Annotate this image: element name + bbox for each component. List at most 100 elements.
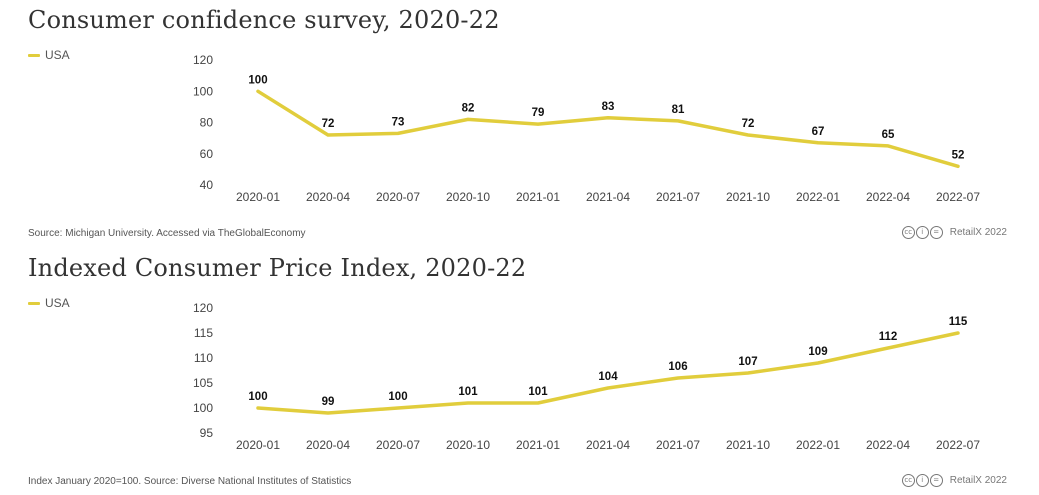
data-point	[256, 89, 260, 93]
chart-legend: USA	[28, 48, 70, 62]
chart-source: Source: Michigan University. Accessed vi…	[28, 228, 306, 239]
legend-swatch	[28, 53, 40, 57]
y-tick-label: 95	[200, 426, 214, 440]
credit-text: RetailX 2022	[949, 227, 1007, 238]
data-label: 52	[952, 149, 965, 161]
data-label: 101	[458, 386, 478, 398]
data-point	[326, 133, 330, 137]
x-tick-label: 2021-10	[726, 438, 770, 452]
cc-icon: cc	[901, 474, 915, 487]
data-point	[886, 346, 890, 350]
x-tick-label: 2021-07	[656, 190, 700, 204]
data-point	[816, 141, 820, 145]
license-icons: cc i =	[901, 474, 944, 487]
data-point	[606, 116, 610, 120]
x-tick-label: 2022-04	[866, 190, 910, 204]
data-label: 104	[598, 371, 618, 383]
data-label: 100	[248, 74, 267, 86]
y-tick-label: 100	[193, 401, 213, 415]
line-chart: 95 100 105 110 115 120 2020-01 2020-04 2020-07 20…	[193, 301, 980, 452]
data-label: 67	[812, 126, 825, 138]
x-tick-label: 2021-07	[656, 438, 700, 452]
nd-icon: =	[929, 474, 943, 487]
x-tick-label: 2021-01	[516, 438, 560, 452]
data-point	[466, 401, 470, 405]
data-label: 65	[882, 129, 895, 141]
x-tick-label: 2021-01	[516, 190, 560, 204]
data-point	[956, 164, 960, 168]
x-tick-label: 2020-01	[236, 438, 280, 452]
legend-label: USA	[45, 296, 70, 310]
y-tick-label: 80	[200, 116, 214, 130]
data-point	[396, 131, 400, 135]
by-icon: i	[915, 474, 929, 487]
data-label: 81	[672, 104, 685, 116]
x-tick-label: 2021-10	[726, 190, 770, 204]
x-tick-label: 2022-07	[936, 438, 980, 452]
data-label: 72	[322, 118, 335, 130]
data-point	[746, 371, 750, 375]
data-point	[746, 133, 750, 137]
data-label: 112	[879, 331, 898, 343]
x-tick-label: 2020-10	[446, 438, 490, 452]
data-point	[466, 117, 470, 121]
data-point	[536, 401, 540, 405]
data-point	[606, 386, 610, 390]
x-tick-label: 2020-07	[376, 438, 420, 452]
data-label: 83	[602, 101, 615, 113]
y-tick-label: 100	[193, 84, 213, 98]
chart-title: Indexed Consumer Price Index, 2020-22	[28, 254, 527, 282]
data-label: 100	[248, 391, 267, 403]
data-point	[816, 361, 820, 365]
data-label: 99	[322, 396, 335, 408]
data-label: 115	[949, 316, 968, 328]
y-tick-label: 105	[193, 376, 213, 390]
x-tick-label: 2022-04	[866, 438, 910, 452]
credit-text: RetailX 2022	[949, 475, 1007, 486]
data-label: 82	[462, 102, 475, 114]
x-tick-label: 2020-04	[306, 438, 350, 452]
x-tick-label: 2020-07	[376, 190, 420, 204]
y-tick-label: 120	[193, 53, 213, 67]
cc-icon: cc	[901, 226, 915, 239]
by-icon: i	[915, 226, 929, 239]
data-point	[676, 119, 680, 123]
data-label: 101	[528, 386, 548, 398]
x-tick-label: 2022-07	[936, 190, 980, 204]
y-tick-label: 40	[200, 178, 214, 192]
chart-title: Consumer confidence survey, 2020-22	[28, 6, 500, 34]
x-tick-label: 2022-01	[796, 190, 840, 204]
data-label: 106	[668, 361, 687, 373]
x-tick-label: 2020-10	[446, 190, 490, 204]
chart-panel-consumer-confidence: Consumer confidence survey, 2020-22 USA …	[0, 0, 1039, 247]
chart-credit: cc i = RetailX 2022	[901, 474, 1007, 487]
y-tick-label: 115	[194, 326, 213, 340]
data-point	[886, 144, 890, 148]
line-chart: 40 60 80 100 120 2020-01 2020-04 2020-07 2020-10…	[193, 53, 980, 204]
legend-swatch	[28, 301, 40, 305]
data-point	[256, 406, 260, 410]
data-label: 72	[742, 118, 755, 130]
legend-label: USA	[45, 48, 70, 62]
y-tick-label: 60	[200, 147, 214, 161]
chart-panel-cpi: Indexed Consumer Price Index, 2020-22 US…	[0, 248, 1039, 495]
chart-source: Index January 2020=100. Source: Diverse …	[28, 476, 352, 487]
x-tick-label: 2021-04	[586, 438, 630, 452]
data-label: 73	[392, 116, 405, 128]
data-point	[956, 331, 960, 335]
data-point	[536, 122, 540, 126]
data-label: 79	[532, 107, 545, 119]
data-point	[676, 376, 680, 380]
data-label: 109	[808, 346, 827, 358]
data-label: 100	[388, 391, 407, 403]
y-tick-label: 120	[193, 301, 213, 315]
chart-credit: cc i = RetailX 2022	[901, 226, 1007, 239]
x-tick-label: 2022-01	[796, 438, 840, 452]
x-tick-label: 2020-01	[236, 190, 280, 204]
chart-legend: USA	[28, 296, 70, 310]
license-icons: cc i =	[901, 226, 944, 239]
x-tick-label: 2021-04	[586, 190, 630, 204]
data-point	[396, 406, 400, 410]
x-tick-label: 2020-04	[306, 190, 350, 204]
data-point	[326, 411, 330, 415]
